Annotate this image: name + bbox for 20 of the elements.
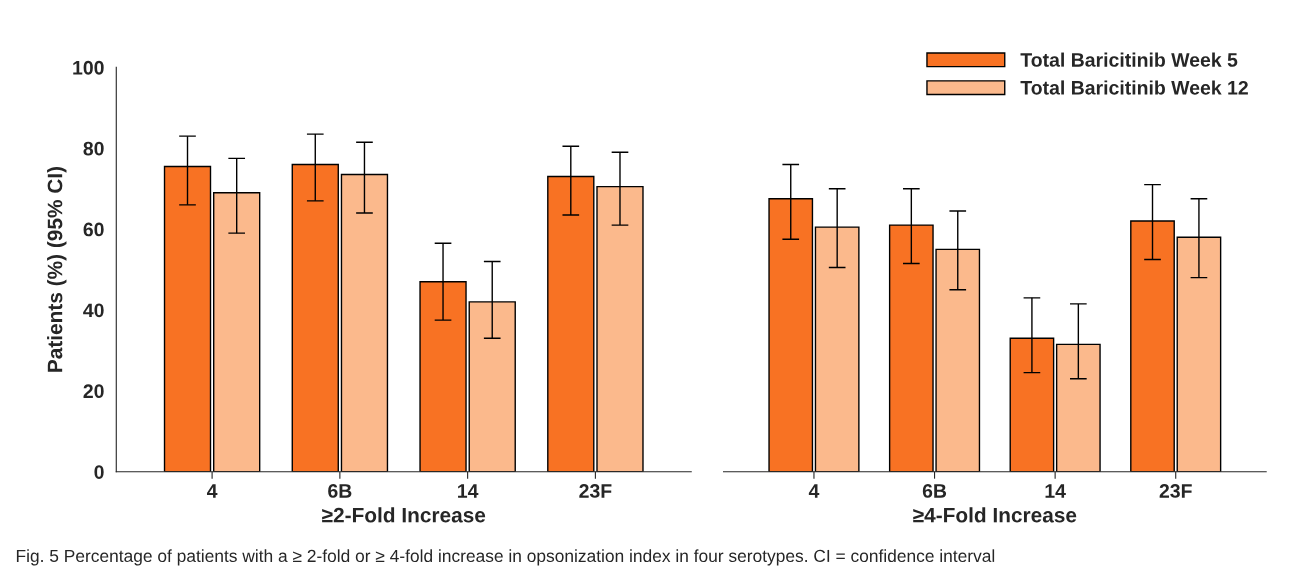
legend-label: Total Baricitinib Week 12: [1020, 80, 1248, 95]
x-tick-label: 14: [458, 484, 479, 498]
y-tick-label: 20: [83, 384, 104, 399]
x-tick-label: 4: [206, 484, 218, 498]
y-tick-label: 40: [83, 303, 104, 318]
y-tick-label: 0: [94, 465, 104, 479]
x-tick-label: 23F: [1159, 484, 1192, 498]
x-axis-title: ≥4-Fold Increase: [913, 507, 1077, 523]
x-tick-label: 14: [1045, 484, 1066, 498]
y-axis-title: Patients (%) (95% CI): [47, 166, 67, 372]
x-tick-label: 4: [808, 484, 820, 498]
legend-label: Total Baricitinib Week 5: [1020, 52, 1238, 67]
y-tick-label: 80: [83, 141, 104, 156]
x-axis-title: ≥2-Fold Increase: [322, 507, 486, 523]
y-tick-label: 60: [83, 222, 104, 237]
y-tick-label: 100: [73, 60, 104, 75]
x-tick-label: 6B: [328, 484, 352, 498]
x-tick-label: 23F: [579, 484, 612, 498]
x-tick-label: 6B: [922, 484, 947, 498]
caption: Fig. 5 Percentage of patients with a ≥ 2-fold or ≥ 4-fold increase in opsonization index in four serotypes. CI = confidence interval: [16, 549, 995, 566]
